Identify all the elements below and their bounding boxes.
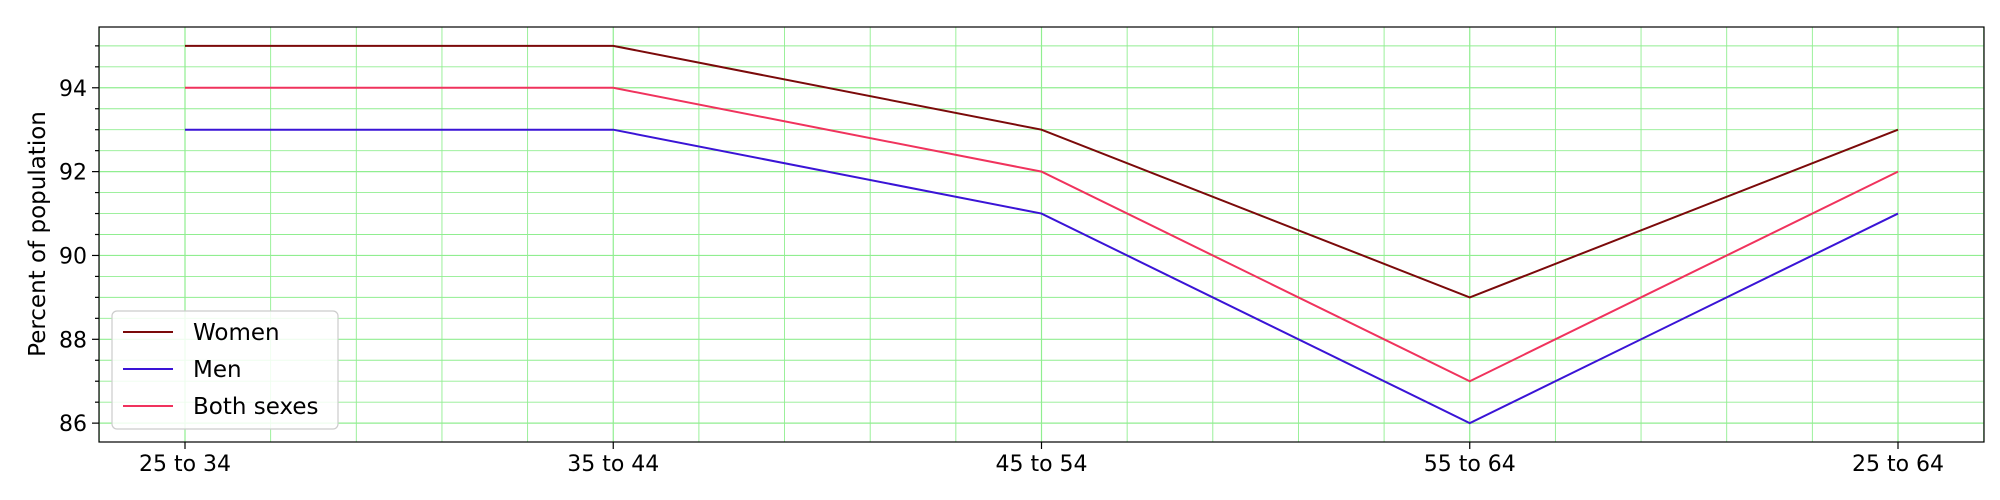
legend-box: [111, 310, 339, 430]
legend-label: Both sexes: [193, 394, 319, 420]
legend-label: Men: [193, 357, 242, 383]
x-tick-label: 55 to 64: [1424, 452, 1516, 477]
series-line-men: [185, 128, 1899, 425]
y-tick-label: 92: [59, 161, 87, 186]
y-tick-label: 88: [59, 328, 87, 353]
x-tick-label: 25 to 34: [139, 452, 231, 477]
x-tick-label: 45 to 54: [995, 452, 1087, 477]
y-axis-label: Percent of population: [25, 111, 51, 357]
y-tick-label: 94: [59, 77, 87, 102]
y-tick-label: 86: [59, 412, 87, 437]
series-line-both-sexes: [185, 86, 1899, 383]
x-tick-label: 25 to 64: [1852, 452, 1944, 477]
x-tick-label: 35 to 44: [567, 452, 659, 477]
grid: [98, 27, 1985, 442]
series-lines: [185, 44, 1899, 425]
y-tick-label: 90: [59, 244, 87, 269]
legend: Women Men Both sexes: [111, 310, 339, 430]
legend-label: Women: [193, 320, 280, 346]
series-line-women: [185, 44, 1899, 299]
axis-ticks: 86 88 90 92 94 25 to 34 35 to 44 45 to 54 55 to …: [59, 45, 1944, 477]
